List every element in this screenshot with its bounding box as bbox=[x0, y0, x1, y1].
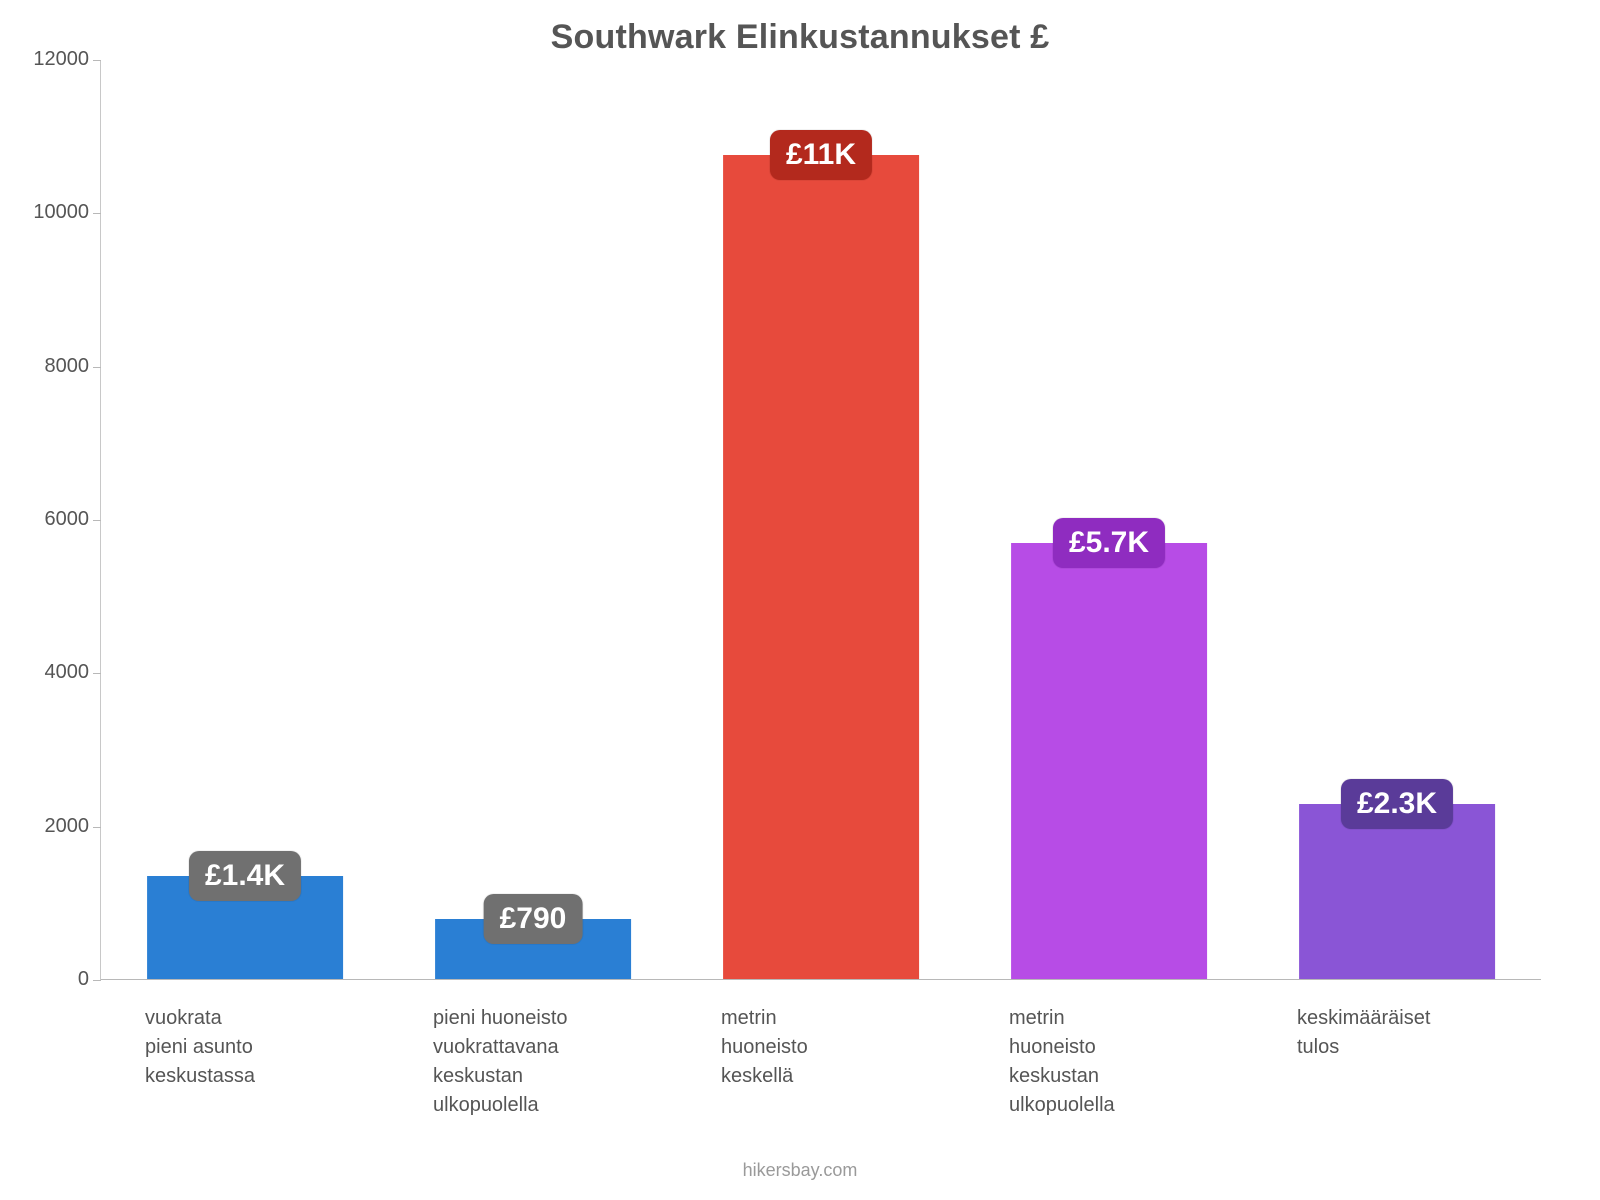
chart-title: Southwark Elinkustannukset £ bbox=[0, 18, 1600, 57]
x-category-line: pieni asunto bbox=[145, 1033, 345, 1062]
plot-area: 020004000600080001000012000 £1.4Kvuokrat… bbox=[100, 60, 1541, 980]
x-category-line: metrin bbox=[1009, 1004, 1209, 1033]
x-category-label: metrinhuoneistokeskustanulkopuolella bbox=[1009, 980, 1209, 1120]
y-tick-label: 0 bbox=[78, 968, 101, 991]
x-category-label: vuokratapieni asuntokeskustassa bbox=[145, 980, 345, 1091]
bar-slot: £1.4Kvuokratapieni asuntokeskustassa bbox=[101, 60, 389, 980]
chart-container: Southwark Elinkustannukset £ 02000400060… bbox=[0, 0, 1600, 1200]
x-axis-baseline bbox=[101, 979, 1541, 980]
value-badge: £11K bbox=[770, 130, 872, 180]
x-category-line: ulkopuolella bbox=[1009, 1091, 1209, 1120]
y-tick-label: 10000 bbox=[33, 201, 101, 224]
bar-slot: £790pieni huoneistovuokrattavanakeskusta… bbox=[389, 60, 677, 980]
bar bbox=[1299, 804, 1495, 980]
bar-slot: £5.7Kmetrinhuoneistokeskustanulkopuolell… bbox=[965, 60, 1253, 980]
x-category-label: metrinhuoneistokeskellä bbox=[721, 980, 921, 1091]
x-category-line: tulos bbox=[1297, 1033, 1497, 1062]
x-category-label: pieni huoneistovuokrattavanakeskustanulk… bbox=[433, 980, 633, 1120]
value-badge: £2.3K bbox=[1341, 779, 1453, 829]
x-category-line: keskustan bbox=[433, 1062, 633, 1091]
y-tick-label: 12000 bbox=[33, 48, 101, 71]
x-category-label: keskimääräisettulos bbox=[1297, 980, 1497, 1062]
y-tick-label: 4000 bbox=[45, 661, 102, 684]
y-tick-label: 8000 bbox=[45, 355, 102, 378]
value-badge: £790 bbox=[484, 894, 583, 944]
x-category-line: pieni huoneisto bbox=[433, 1004, 633, 1033]
x-category-line: huoneisto bbox=[1009, 1033, 1209, 1062]
x-category-line: vuokrattavana bbox=[433, 1033, 633, 1062]
x-category-line: keskustan bbox=[1009, 1062, 1209, 1091]
y-tick-label: 6000 bbox=[45, 508, 102, 531]
x-category-line: vuokrata bbox=[145, 1004, 345, 1033]
value-badge: £1.4K bbox=[189, 851, 301, 901]
x-category-line: keskimääräiset bbox=[1297, 1004, 1497, 1033]
bar-slot: £11Kmetrinhuoneistokeskellä bbox=[677, 60, 965, 980]
bar-slot: £2.3Kkeskimääräisettulos bbox=[1253, 60, 1541, 980]
value-badge: £5.7K bbox=[1053, 518, 1165, 568]
x-category-line: metrin bbox=[721, 1004, 921, 1033]
y-tick-label: 2000 bbox=[45, 815, 102, 838]
source-attribution: hikersbay.com bbox=[0, 1160, 1600, 1181]
x-category-line: huoneisto bbox=[721, 1033, 921, 1062]
bar bbox=[1011, 543, 1207, 980]
x-category-line: keskustassa bbox=[145, 1062, 345, 1091]
bar bbox=[723, 155, 919, 980]
bars-layer: £1.4Kvuokratapieni asuntokeskustassa£790… bbox=[101, 60, 1541, 980]
x-category-line: keskellä bbox=[721, 1062, 921, 1091]
x-category-line: ulkopuolella bbox=[433, 1091, 633, 1120]
